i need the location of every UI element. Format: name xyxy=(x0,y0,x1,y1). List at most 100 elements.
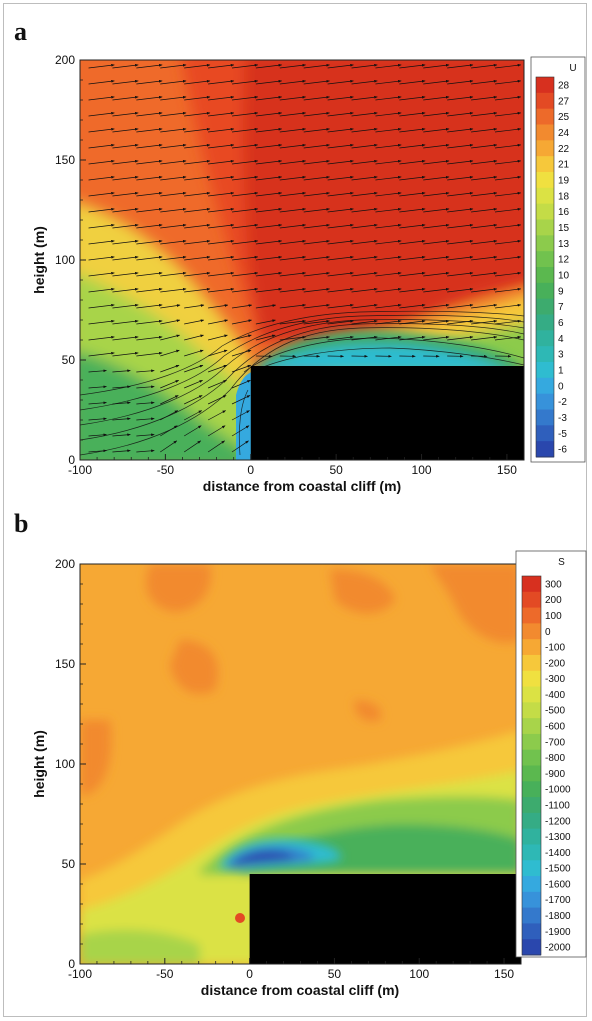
colorbar-level: 0 xyxy=(545,627,551,638)
colorbar-level: -1500 xyxy=(545,864,571,875)
velocity-vector xyxy=(279,335,306,341)
velocity-vector xyxy=(399,319,426,325)
velocity-vector xyxy=(88,95,115,101)
velocity-vector xyxy=(136,319,163,325)
velocity-vector xyxy=(231,395,251,405)
velocity-vector xyxy=(351,63,378,69)
velocity-vector xyxy=(471,319,498,325)
velocity-vector xyxy=(112,207,139,213)
velocity-vector xyxy=(423,95,450,101)
colorbar-swatch xyxy=(536,219,554,236)
velocity-vector xyxy=(136,159,163,165)
velocity-vector xyxy=(112,271,139,277)
colorbar-strip-border xyxy=(535,76,555,458)
colorbar-swatch xyxy=(522,607,541,624)
colorbar-swatch xyxy=(536,393,554,410)
velocity-vector xyxy=(136,255,163,261)
velocity-vector xyxy=(351,287,378,293)
velocity-vector xyxy=(351,223,378,229)
velocity-vector xyxy=(471,79,498,85)
colorbar-swatch xyxy=(536,251,554,268)
velocity-vector xyxy=(351,143,378,149)
velocity-vector xyxy=(279,223,306,229)
velocity-vector xyxy=(327,159,354,165)
velocity-vector xyxy=(160,304,181,309)
colorbar-level: 25 xyxy=(558,112,570,123)
colorbar-level: 200 xyxy=(545,595,562,606)
velocity-vector xyxy=(88,271,115,277)
velocity-vector xyxy=(231,319,252,325)
x-tick-label: 50 xyxy=(328,967,342,981)
velocity-vector xyxy=(351,175,378,181)
velocity-vector xyxy=(231,159,259,165)
velocity-vector xyxy=(231,364,252,373)
velocity-vector xyxy=(136,143,163,149)
colorbar-level: -1800 xyxy=(545,911,571,922)
colorbar-level: -2 xyxy=(558,397,567,408)
velocity-vector xyxy=(208,207,235,213)
velocity-vector xyxy=(423,159,450,165)
velocity-vector xyxy=(471,207,498,213)
velocity-vector xyxy=(399,63,426,69)
velocity-vector xyxy=(207,440,225,453)
velocity-vector xyxy=(160,319,181,325)
cliff-a xyxy=(250,366,524,460)
velocity-vector xyxy=(375,159,402,165)
velocity-vector xyxy=(112,255,139,261)
velocity-vector xyxy=(255,63,283,69)
colorbar-swatch xyxy=(536,108,554,125)
colorbar-a: U282725242221191816151312109764310-2-3-5… xyxy=(530,56,586,463)
velocity-vector xyxy=(207,349,228,357)
velocity-vector xyxy=(136,433,155,437)
x-tick-label: 0 xyxy=(247,463,254,477)
velocity-vector xyxy=(279,111,306,117)
velocity-vector xyxy=(112,191,139,197)
velocity-vector xyxy=(327,95,354,101)
velocity-vector xyxy=(447,271,474,277)
velocity-vector xyxy=(88,159,115,165)
colorbar-level: -3 xyxy=(558,413,567,424)
velocity-vector xyxy=(184,95,211,101)
velocity-vector xyxy=(255,239,283,245)
velocity-vector xyxy=(255,191,283,197)
velocity-vector xyxy=(279,175,306,181)
colorbar-level: 21 xyxy=(558,160,570,171)
x-tick-label: -100 xyxy=(68,463,92,477)
colorbar-level: 15 xyxy=(558,223,570,234)
velocity-vector xyxy=(279,63,306,69)
velocity-vector xyxy=(375,143,402,149)
colorbar-level: -600 xyxy=(545,722,565,733)
velocity-vector xyxy=(375,175,402,181)
velocity-vector xyxy=(399,287,426,293)
colorbar-level: -800 xyxy=(545,753,565,764)
colorbar-swatch xyxy=(522,860,541,877)
velocity-vector xyxy=(255,319,276,325)
velocity-vector xyxy=(375,111,402,117)
velocity-vector xyxy=(279,79,306,85)
x-tick-label: 50 xyxy=(329,463,343,477)
velocity-vector xyxy=(160,95,187,101)
velocity-vector xyxy=(255,287,283,293)
velocity-vector xyxy=(136,95,163,101)
velocity-vector xyxy=(184,395,203,405)
velocity-vector xyxy=(279,303,306,309)
x-tick-label: 0 xyxy=(246,967,253,981)
y-tick-label: 100 xyxy=(55,757,75,771)
x-tick-label: 150 xyxy=(497,463,517,477)
velocity-vector xyxy=(184,207,211,213)
colorbar-level: 100 xyxy=(545,611,562,622)
velocity-vector xyxy=(136,175,163,181)
velocity-vector xyxy=(207,334,228,341)
velocity-vector xyxy=(279,159,306,165)
velocity-vector xyxy=(136,207,163,213)
velocity-vector xyxy=(160,111,187,117)
colorbar-swatch xyxy=(536,172,554,189)
velocity-vector xyxy=(303,127,330,133)
velocity-vector xyxy=(231,111,259,117)
velocity-vector xyxy=(231,349,252,357)
colorbar-level: -400 xyxy=(545,690,565,701)
velocity-vector xyxy=(375,239,402,245)
velocity-vector xyxy=(375,319,402,325)
velocity-vector xyxy=(136,303,163,309)
velocity-vector xyxy=(375,191,402,197)
